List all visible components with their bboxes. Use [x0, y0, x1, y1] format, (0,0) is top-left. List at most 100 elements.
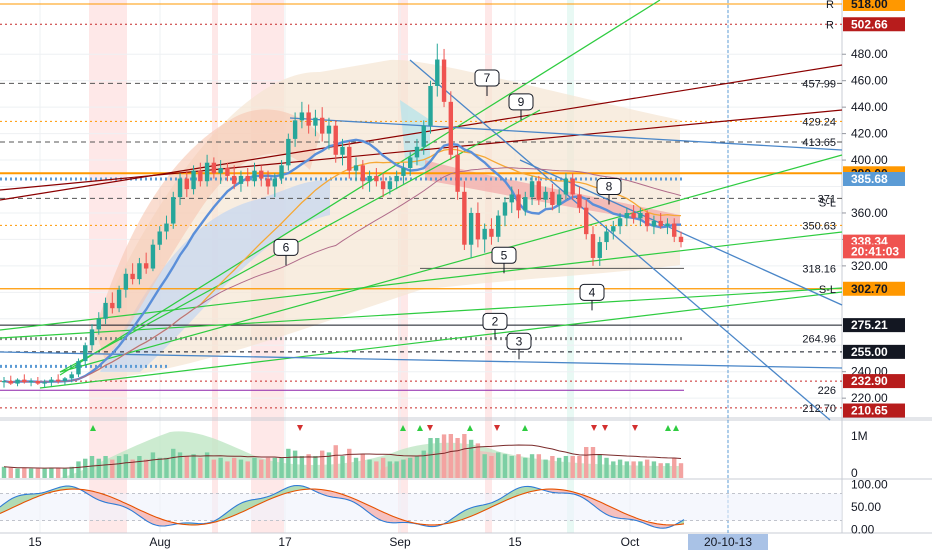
trend-line — [59, 154, 843, 373]
annotations[interactable]: 2 3 4 5 6 7 8 9 — [273, 69, 622, 360]
price-tag-label: 232.90 — [851, 374, 888, 388]
candle-body — [631, 212, 636, 219]
signal-arrow — [417, 425, 423, 431]
y-tick-label: 440.00 — [851, 100, 888, 114]
volume-bar — [394, 461, 399, 478]
osc-fill — [330, 490, 333, 498]
osc-fill — [387, 513, 390, 523]
osc-fill — [291, 485, 294, 492]
volume-bar — [482, 454, 487, 478]
volume-ma-line — [3, 444, 682, 469]
envelope-cloud — [90, 59, 680, 380]
osc-fill — [102, 493, 105, 503]
y-tick-label: 320.00 — [851, 259, 888, 273]
osc-fill — [327, 490, 330, 497]
candle-body — [62, 378, 68, 381]
volume-bar — [678, 463, 684, 478]
osc-y-tick-label: 0.00 — [851, 522, 875, 536]
annotation-callout[interactable]: 6 — [273, 238, 299, 266]
volume-bar — [55, 467, 61, 478]
signal-arrow — [673, 425, 679, 431]
signal-arrow — [602, 425, 608, 431]
osc-fill — [459, 512, 462, 521]
osc-fill — [18, 495, 21, 506]
candle-body — [231, 175, 237, 184]
osc-fill — [618, 510, 621, 519]
annotation-callout[interactable]: 2 — [482, 312, 508, 340]
annotation-callout[interactable]: 8 — [596, 178, 622, 205]
annotation-callout[interactable]: 9 — [508, 93, 534, 120]
osc-fill — [339, 493, 342, 499]
volume-bar — [462, 434, 467, 478]
osc-fill — [465, 509, 468, 519]
volume-bar — [279, 457, 284, 478]
x-tick-label: 15 — [28, 535, 42, 549]
price-tag: 275.21 — [843, 318, 905, 333]
osc-fill — [234, 505, 237, 516]
volume-bar — [286, 448, 291, 478]
annotation-callout[interactable]: 7 — [474, 69, 500, 97]
candle-body — [428, 85, 433, 126]
price-tag: 255.00 — [843, 344, 905, 359]
volume-bar — [590, 447, 596, 478]
candle-body — [1, 380, 7, 383]
osc-fill — [114, 498, 117, 505]
candle-body — [252, 170, 257, 182]
osc-fill — [453, 516, 456, 523]
candle-body — [563, 178, 569, 195]
volume-bar — [231, 457, 237, 478]
candle-body — [15, 379, 20, 384]
candle-body — [414, 146, 420, 158]
candle-body — [340, 146, 345, 155]
y-tick-label: 420.00 — [851, 127, 888, 141]
candle-body — [435, 59, 440, 86]
osc-fill — [603, 503, 606, 515]
candle-body — [672, 223, 677, 237]
volume-bar — [259, 459, 264, 478]
annotation-callout[interactable]: 5 — [491, 246, 517, 274]
osc-fill — [480, 504, 483, 513]
candle-body — [333, 125, 338, 155]
annotation-callout[interactable]: 3 — [506, 332, 532, 360]
annotation-callout[interactable]: 4 — [579, 283, 605, 311]
osc-fill — [375, 508, 378, 519]
volume-bar — [347, 448, 352, 478]
volume-bar — [624, 461, 630, 478]
volume-bar — [292, 450, 298, 478]
price-tag-box — [843, 0, 905, 11]
volume-bar — [22, 467, 27, 478]
blue-band — [100, 180, 330, 372]
osc-fill — [12, 497, 15, 508]
osc-fill — [249, 499, 252, 509]
osc-fill — [531, 486, 534, 492]
volume-bar — [516, 454, 521, 478]
volume-bar — [617, 459, 623, 478]
candle-body — [69, 374, 74, 379]
candle-body — [523, 197, 528, 211]
candle-body — [42, 382, 47, 384]
osc-fill — [237, 503, 240, 515]
price-tag-label: 255.00 — [851, 345, 888, 359]
trend-lines[interactable] — [0, 0, 843, 421]
volume-bar — [374, 461, 379, 478]
volume-bar — [1, 466, 7, 478]
volume-bar — [76, 461, 81, 478]
volume-bar — [191, 454, 196, 478]
trend-line — [39, 291, 843, 389]
candle-body — [49, 379, 54, 383]
candle-body — [55, 379, 61, 381]
candle-body — [468, 212, 474, 245]
volume-bar — [204, 452, 210, 478]
osc-fill — [162, 519, 165, 526]
price-tag-box — [843, 344, 905, 359]
volume-bar — [475, 443, 481, 478]
osc-fill — [63, 486, 66, 490]
volume-bar — [150, 452, 156, 478]
osc-fill — [252, 499, 255, 508]
price-tag-label: 518.00 — [851, 0, 888, 11]
osc-fill — [528, 486, 531, 493]
osc-fill — [393, 516, 396, 523]
osc-fill — [15, 495, 18, 507]
